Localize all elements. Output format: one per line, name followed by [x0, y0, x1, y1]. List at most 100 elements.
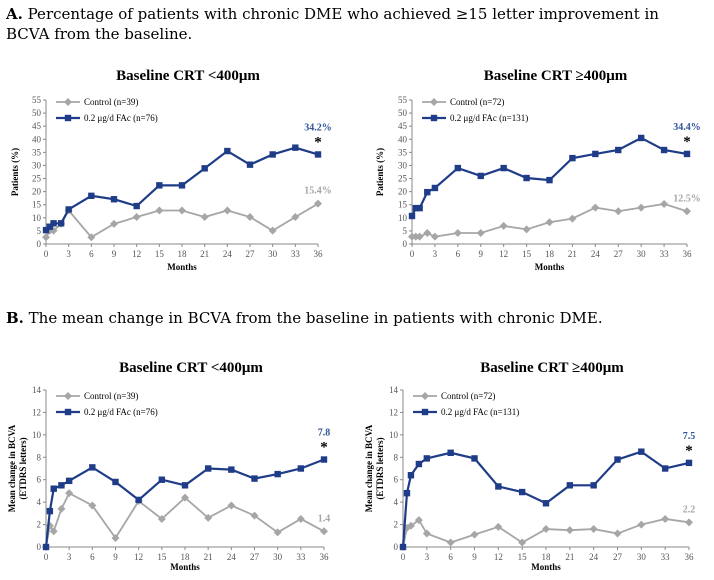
fac-end-value-label: 7.8	[318, 428, 331, 439]
control-data-point	[406, 521, 415, 530]
y-tick-label: 50	[32, 108, 42, 118]
legend-control-marker	[430, 98, 438, 106]
control-end-value-label: 15.4%	[304, 186, 332, 197]
fac-data-point	[500, 164, 507, 172]
control-data-point	[155, 206, 164, 215]
fac-data-point	[112, 478, 119, 486]
x-tick-label: 12	[499, 249, 508, 259]
x-axis-label: Months	[531, 562, 561, 572]
fac-data-point	[477, 172, 484, 180]
control-end-value-label: 12.5%	[673, 193, 701, 204]
control-data-point	[637, 520, 646, 529]
x-tick-label: 9	[113, 552, 118, 562]
significance-star: *	[683, 134, 691, 150]
x-tick-label: 18	[181, 552, 191, 562]
x-tick-label: 30	[273, 552, 283, 562]
x-tick-label: 15	[522, 249, 532, 259]
fac-data-point	[546, 176, 553, 184]
x-tick-label: 36	[685, 552, 695, 562]
fac-data-point	[447, 449, 454, 456]
x-tick-label: 27	[613, 552, 623, 562]
control-series-line	[45, 202, 319, 239]
y-tick-label: 8	[37, 452, 42, 462]
fac-data-point	[471, 455, 478, 462]
y-tick-label: 25	[398, 174, 408, 184]
significance-star: *	[314, 134, 322, 150]
control-data-point	[499, 221, 508, 230]
y-tick-label: 6	[394, 475, 399, 485]
x-tick-label: 18	[542, 552, 552, 562]
y-tick-label: 8	[394, 452, 399, 462]
y-tick-label: 45	[32, 121, 42, 131]
x-tick-label: 12	[132, 249, 141, 259]
fac-data-point	[407, 472, 415, 479]
y-tick-label: 4	[37, 497, 42, 507]
control-data-point	[223, 206, 232, 215]
y-tick-label: 40	[32, 134, 42, 144]
x-tick-label: 21	[568, 249, 577, 259]
y-tick-label: 15	[32, 200, 42, 210]
fac-data-point	[178, 182, 186, 189]
chart-a-crt-below-400: Baseline CRT <400μm051015202530354045505…	[10, 68, 332, 272]
y-axis-label: Mean change in BCVA(ETDRS letters)	[364, 424, 385, 512]
x-tick-label: 6	[89, 249, 94, 259]
fac-data-point	[224, 147, 231, 155]
control-series-line	[45, 491, 325, 548]
control-data-point	[157, 514, 166, 523]
x-tick-label: 30	[268, 249, 278, 259]
y-tick-label: 50	[398, 108, 408, 118]
legend-control-marker	[64, 98, 72, 106]
legend-control-label: Control (n=72)	[441, 391, 495, 401]
fac-data-point	[661, 465, 669, 472]
significance-star: *	[320, 440, 328, 456]
chart-a-crt-above-400: Baseline CRT ≥400μm051015202530354045505…	[375, 68, 701, 272]
fac-data-point	[50, 220, 57, 227]
fac-data-point	[416, 204, 423, 212]
x-axis-label: Months	[535, 262, 565, 272]
x-tick-label: 33	[291, 249, 301, 259]
control-data-point	[589, 525, 598, 534]
chart-title: Baseline CRT <400μm	[116, 68, 260, 84]
y-tick-label: 0	[394, 542, 399, 552]
x-tick-label: 15	[518, 552, 528, 562]
fac-data-point	[638, 448, 645, 455]
x-tick-label: 6	[456, 249, 461, 259]
section-letter-a: A.	[6, 5, 23, 23]
fac-data-point	[42, 543, 50, 551]
x-tick-label: 3	[66, 249, 71, 259]
control-data-point	[685, 518, 693, 527]
control-data-point	[200, 213, 209, 222]
control-data-point	[470, 530, 479, 539]
control-data-point	[296, 514, 305, 523]
control-data-point	[637, 203, 646, 212]
section-heading-b: B. The mean change in BCVA from the base…	[6, 308, 706, 328]
y-tick-label: 12	[32, 407, 41, 417]
control-data-point	[542, 525, 550, 534]
section-letter-b: B.	[6, 309, 24, 327]
x-tick-label: 27	[250, 552, 260, 562]
fac-data-point	[683, 150, 691, 158]
fac-data-point	[566, 482, 574, 489]
control-data-point	[614, 207, 623, 216]
control-data-point	[660, 199, 669, 208]
fac-data-point	[88, 192, 95, 200]
fac-series-line	[45, 146, 319, 231]
chart-title: Baseline CRT ≥400μm	[484, 68, 628, 84]
control-data-point	[518, 538, 527, 547]
y-tick-label: 5	[37, 226, 42, 236]
x-axis-label: Months	[170, 562, 200, 572]
fac-data-point	[58, 482, 65, 489]
fac-data-point	[133, 202, 140, 210]
control-end-value-label: 1.4	[318, 513, 331, 524]
legend-fac-label: 0.2 μg/d FAc (n=131)	[441, 407, 519, 417]
fac-data-point	[228, 466, 235, 473]
chart-title: Baseline CRT <400μm	[119, 360, 263, 376]
fac-data-point	[454, 164, 462, 172]
y-tick-label: 14	[389, 385, 399, 395]
y-tick-label: 10	[32, 430, 42, 440]
y-tick-label: 45	[398, 121, 408, 131]
control-data-point	[291, 213, 300, 222]
y-axis-label: Patients (%)	[375, 148, 385, 196]
control-data-point	[661, 514, 670, 523]
